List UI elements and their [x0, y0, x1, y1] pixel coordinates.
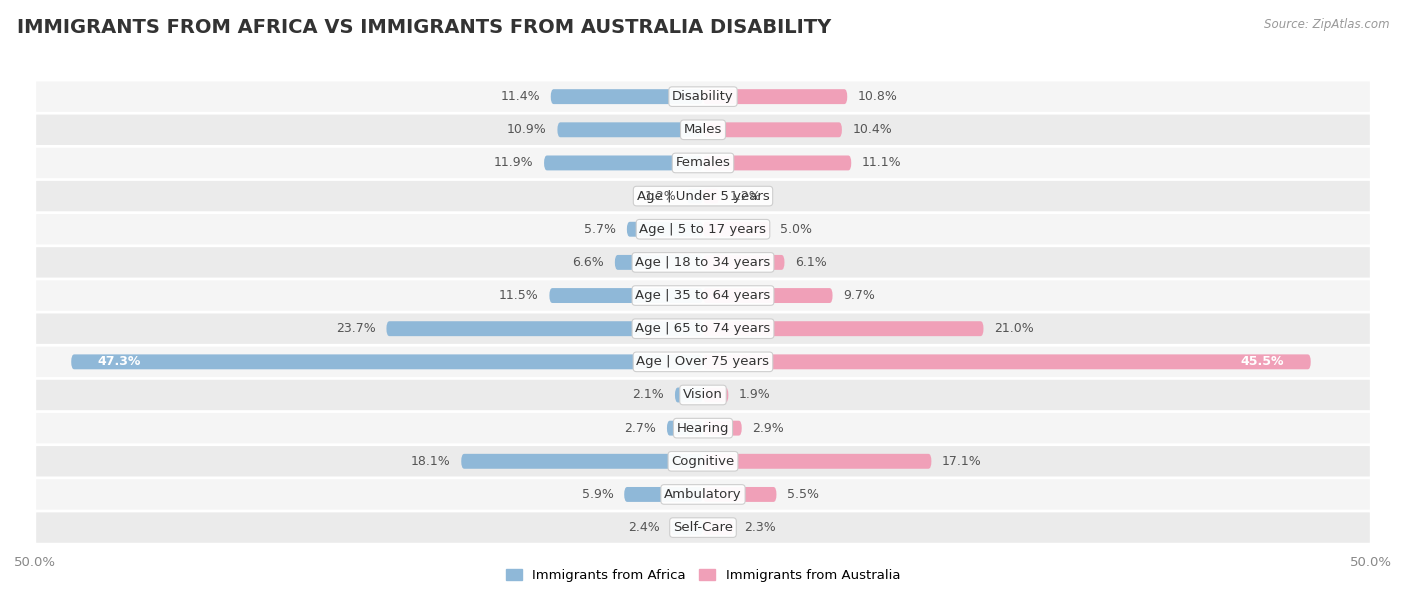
- FancyBboxPatch shape: [666, 420, 703, 436]
- Text: 10.8%: 10.8%: [858, 90, 898, 103]
- Text: Vision: Vision: [683, 389, 723, 401]
- Text: 10.4%: 10.4%: [852, 123, 893, 136]
- FancyBboxPatch shape: [703, 321, 983, 336]
- Text: Hearing: Hearing: [676, 422, 730, 435]
- Text: 6.1%: 6.1%: [796, 256, 827, 269]
- FancyBboxPatch shape: [703, 222, 769, 237]
- FancyBboxPatch shape: [35, 478, 1371, 510]
- Text: 17.1%: 17.1%: [942, 455, 981, 468]
- FancyBboxPatch shape: [703, 487, 776, 502]
- Text: IMMIGRANTS FROM AFRICA VS IMMIGRANTS FROM AUSTRALIA DISABILITY: IMMIGRANTS FROM AFRICA VS IMMIGRANTS FRO…: [17, 18, 831, 37]
- FancyBboxPatch shape: [35, 313, 1371, 345]
- FancyBboxPatch shape: [35, 279, 1371, 312]
- Text: 9.7%: 9.7%: [844, 289, 875, 302]
- Text: Females: Females: [675, 157, 731, 170]
- Text: 18.1%: 18.1%: [411, 455, 450, 468]
- Text: 2.1%: 2.1%: [633, 389, 664, 401]
- FancyBboxPatch shape: [557, 122, 703, 137]
- Text: Age | 65 to 74 years: Age | 65 to 74 years: [636, 322, 770, 335]
- Text: 5.5%: 5.5%: [787, 488, 820, 501]
- Text: 2.7%: 2.7%: [624, 422, 657, 435]
- Text: Age | 18 to 34 years: Age | 18 to 34 years: [636, 256, 770, 269]
- Text: Source: ZipAtlas.com: Source: ZipAtlas.com: [1264, 18, 1389, 31]
- FancyBboxPatch shape: [624, 487, 703, 502]
- Text: Age | 5 to 17 years: Age | 5 to 17 years: [640, 223, 766, 236]
- Text: 6.6%: 6.6%: [572, 256, 605, 269]
- Text: 5.9%: 5.9%: [582, 488, 613, 501]
- Text: 11.1%: 11.1%: [862, 157, 901, 170]
- Text: 11.4%: 11.4%: [501, 90, 540, 103]
- FancyBboxPatch shape: [35, 147, 1371, 179]
- Text: 45.5%: 45.5%: [1240, 356, 1284, 368]
- FancyBboxPatch shape: [35, 379, 1371, 411]
- FancyBboxPatch shape: [675, 387, 703, 403]
- Text: 1.9%: 1.9%: [740, 389, 770, 401]
- Text: Age | 35 to 64 years: Age | 35 to 64 years: [636, 289, 770, 302]
- FancyBboxPatch shape: [35, 445, 1371, 477]
- FancyBboxPatch shape: [35, 180, 1371, 212]
- FancyBboxPatch shape: [703, 520, 734, 535]
- Text: 2.9%: 2.9%: [752, 422, 785, 435]
- Text: Males: Males: [683, 123, 723, 136]
- FancyBboxPatch shape: [703, 354, 1310, 369]
- Text: 1.2%: 1.2%: [644, 190, 676, 203]
- Text: 23.7%: 23.7%: [336, 322, 375, 335]
- Text: 1.2%: 1.2%: [730, 190, 762, 203]
- FancyBboxPatch shape: [550, 288, 703, 303]
- Text: Cognitive: Cognitive: [672, 455, 734, 468]
- FancyBboxPatch shape: [35, 213, 1371, 245]
- Text: 11.5%: 11.5%: [499, 289, 538, 302]
- FancyBboxPatch shape: [703, 155, 851, 170]
- FancyBboxPatch shape: [35, 114, 1371, 146]
- Legend: Immigrants from Africa, Immigrants from Australia: Immigrants from Africa, Immigrants from …: [501, 564, 905, 587]
- FancyBboxPatch shape: [703, 122, 842, 137]
- Text: 5.7%: 5.7%: [583, 223, 616, 236]
- FancyBboxPatch shape: [387, 321, 703, 336]
- Text: Self-Care: Self-Care: [673, 521, 733, 534]
- FancyBboxPatch shape: [461, 454, 703, 469]
- FancyBboxPatch shape: [703, 420, 742, 436]
- FancyBboxPatch shape: [703, 454, 931, 469]
- Text: 2.3%: 2.3%: [744, 521, 776, 534]
- FancyBboxPatch shape: [544, 155, 703, 170]
- Text: Age | Under 5 years: Age | Under 5 years: [637, 190, 769, 203]
- FancyBboxPatch shape: [35, 412, 1371, 444]
- FancyBboxPatch shape: [703, 255, 785, 270]
- Text: 47.3%: 47.3%: [98, 356, 141, 368]
- FancyBboxPatch shape: [703, 387, 728, 403]
- FancyBboxPatch shape: [614, 255, 703, 270]
- Text: 11.9%: 11.9%: [494, 157, 533, 170]
- Text: Ambulatory: Ambulatory: [664, 488, 742, 501]
- Text: Age | Over 75 years: Age | Over 75 years: [637, 356, 769, 368]
- FancyBboxPatch shape: [703, 89, 848, 104]
- FancyBboxPatch shape: [35, 246, 1371, 278]
- Text: 10.9%: 10.9%: [508, 123, 547, 136]
- FancyBboxPatch shape: [72, 354, 703, 369]
- FancyBboxPatch shape: [35, 346, 1371, 378]
- FancyBboxPatch shape: [671, 520, 703, 535]
- Text: Disability: Disability: [672, 90, 734, 103]
- FancyBboxPatch shape: [688, 188, 703, 204]
- FancyBboxPatch shape: [703, 288, 832, 303]
- FancyBboxPatch shape: [551, 89, 703, 104]
- Text: 5.0%: 5.0%: [780, 223, 813, 236]
- FancyBboxPatch shape: [703, 188, 718, 204]
- FancyBboxPatch shape: [35, 512, 1371, 544]
- Text: 2.4%: 2.4%: [628, 521, 661, 534]
- FancyBboxPatch shape: [627, 222, 703, 237]
- FancyBboxPatch shape: [35, 80, 1371, 113]
- Text: 21.0%: 21.0%: [994, 322, 1033, 335]
